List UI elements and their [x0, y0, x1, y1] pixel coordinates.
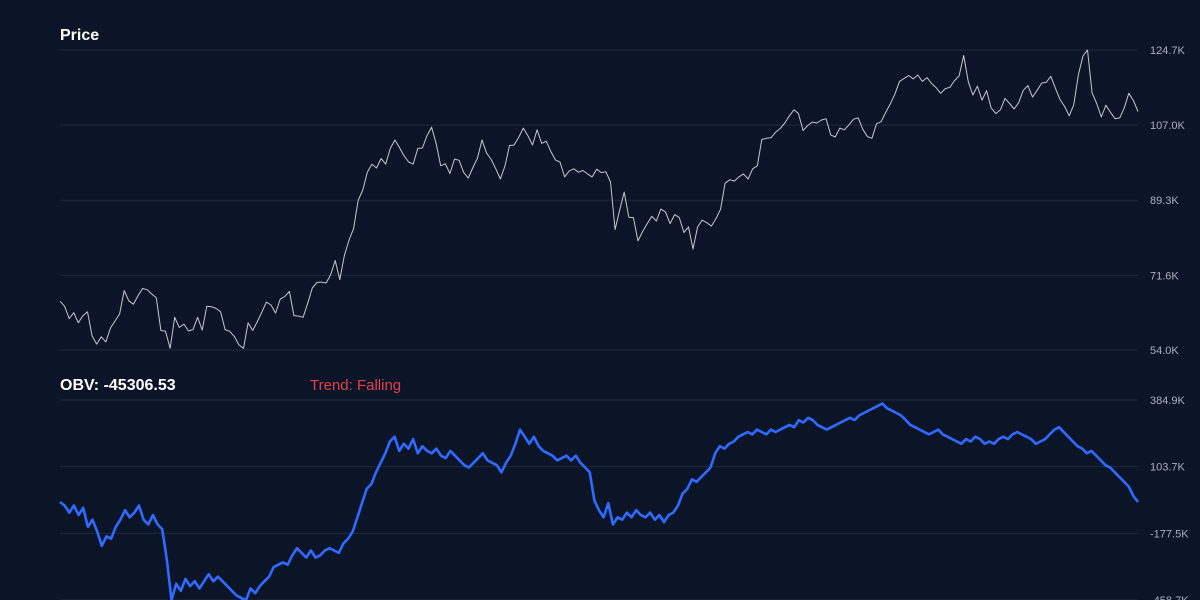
obv-panel-title: OBV: -45306.53	[60, 377, 176, 394]
y-tick-label: 54.0K	[1150, 345, 1179, 357]
y-tick-label: 384.9K	[1150, 395, 1186, 407]
price-series-line	[59, 49, 1139, 349]
obv-series-line	[59, 402, 1140, 600]
price-panel-title: Price	[60, 27, 99, 44]
obv-trend-label: Trend: Falling	[310, 377, 401, 394]
y-tick-label: 124.7K	[1150, 45, 1186, 57]
y-tick-label: 107.0K	[1150, 120, 1186, 132]
price-grid	[60, 49, 1138, 351]
y-tick-label: 89.3K	[1150, 195, 1179, 207]
y-tick-label: -177.5K	[1150, 528, 1189, 540]
y-tick-label: 71.6K	[1150, 270, 1179, 282]
price-y-axis: 54.0K 71.6K 89.3K 107.0K 124.7K	[1150, 45, 1186, 357]
obv-grid	[60, 399, 1138, 600]
y-tick-label: 103.7K	[1150, 462, 1186, 474]
obv-y-axis: -458.7K -177.5K 103.7K 384.9K	[1150, 395, 1189, 600]
y-tick-label: -458.7K	[1150, 595, 1189, 600]
